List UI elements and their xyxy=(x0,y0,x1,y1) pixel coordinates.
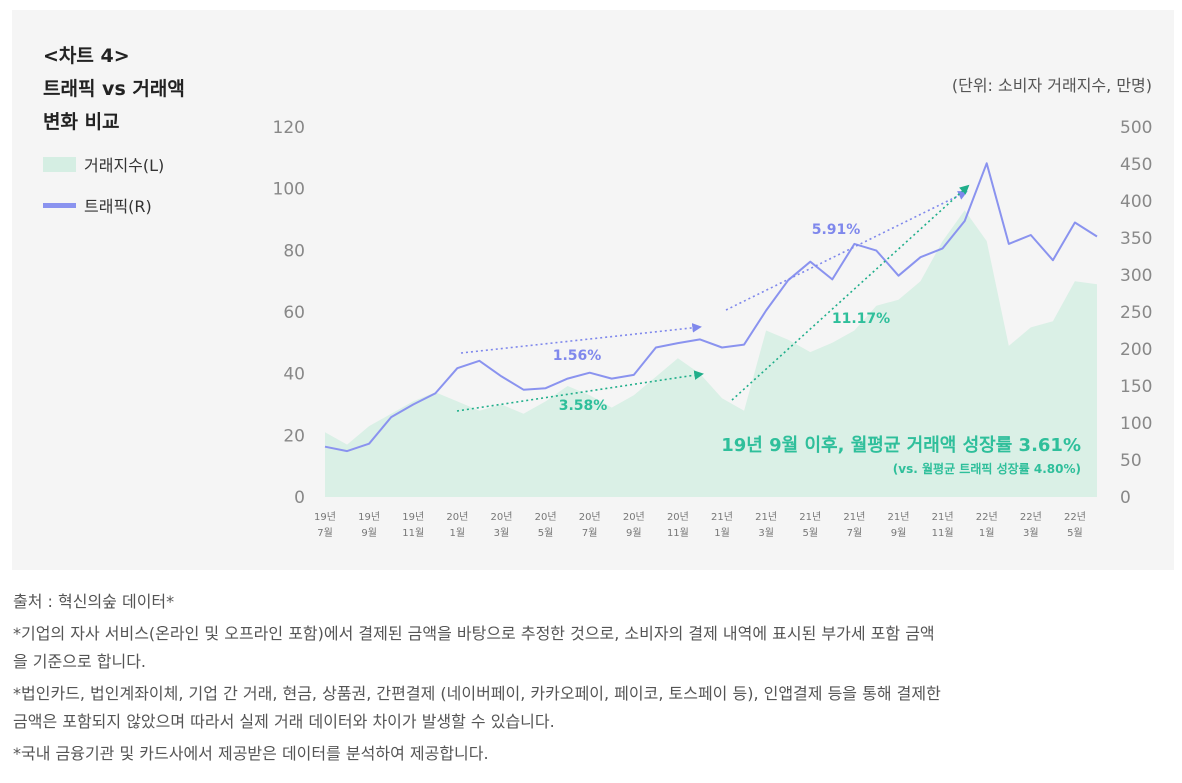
left-axis: 0 20 40 60 80 100 120 xyxy=(273,118,305,508)
x-tick-label-year: 19년 xyxy=(358,511,380,523)
right-tick-label: 100 xyxy=(1120,414,1152,434)
x-tick-label-year: 19년 xyxy=(314,511,336,523)
x-axis: 19년 7월 19년 9월 19년 11월 20년 1월 20년 3월 20년 5월 20년 7월 20년 9… xyxy=(314,511,1086,539)
x-tick-label-month: 11월 xyxy=(667,527,689,539)
left-tick-label: 100 xyxy=(273,180,305,200)
callout-main: 19년 9월 이후, 월평균 거래액 성장률 3.61% xyxy=(721,435,1081,456)
source-note: 출처 : 혁신의숲 데이터* xyxy=(13,592,175,611)
x-tick-label-year: 22년 xyxy=(1064,511,1086,523)
right-tick-label: 200 xyxy=(1120,340,1152,360)
legend-label-transaction-index: 거래지수(L) xyxy=(84,156,165,175)
x-tick-label-month: 11월 xyxy=(932,527,954,539)
right-tick-label: 50 xyxy=(1120,451,1142,471)
right-tick-label: 250 xyxy=(1120,303,1152,323)
right-tick-label: 0 xyxy=(1120,488,1131,508)
trend-arrow-transaction-early xyxy=(456,370,704,412)
chart-title-line-3: 변화 비교 xyxy=(43,111,120,133)
left-tick-label: 20 xyxy=(283,426,305,446)
footnote-2-cont: 금액은 포함되지 않았으며 따라서 실제 거래 데이터와 차이가 발생할 수 있… xyxy=(13,712,555,731)
x-tick-label-month: 1월 xyxy=(450,527,466,539)
right-tick-label: 150 xyxy=(1120,377,1152,397)
x-tick-label-year: 21년 xyxy=(799,511,821,523)
x-tick-label-year: 20년 xyxy=(490,511,512,523)
x-tick-label-year: 21년 xyxy=(888,511,910,523)
legend-swatch-area xyxy=(43,156,76,172)
left-tick-label: 80 xyxy=(283,241,305,261)
x-tick-label-month: 3월 xyxy=(1023,527,1039,539)
right-tick-label: 400 xyxy=(1120,192,1152,212)
transaction-index-area xyxy=(325,210,1097,498)
x-tick-label-year: 21년 xyxy=(843,511,865,523)
left-tick-label: 60 xyxy=(283,303,305,323)
left-tick-label: 0 xyxy=(294,488,305,508)
x-tick-label-month: 5월 xyxy=(538,527,554,539)
unit-label: (단위: 소비자 거래지수, 만명) xyxy=(951,76,1152,95)
x-tick-label-month: 5월 xyxy=(802,527,818,539)
right-tick-label: 350 xyxy=(1120,229,1152,249)
x-tick-label-month: 5월 xyxy=(1067,527,1083,539)
annotation-traffic-early: 1.56% xyxy=(553,348,602,364)
x-tick-label-month: 1월 xyxy=(714,527,730,539)
x-tick-label-year: 20년 xyxy=(446,511,468,523)
chart-title: <차트 4> 트래픽 vs 거래액 변화 비교 xyxy=(43,40,185,139)
footnote-2: *법인카드, 법인계좌이체, 기업 간 거래, 현금, 상품권, 간편결제 (네… xyxy=(13,684,941,703)
x-tick-label-year: 22년 xyxy=(976,511,998,523)
chart-title-line-1: <차트 4> xyxy=(43,45,130,67)
right-tick-label: 500 xyxy=(1120,118,1152,138)
x-tick-label-year: 20년 xyxy=(579,511,601,523)
x-tick-label-month: 11월 xyxy=(402,527,424,539)
x-tick-label-month: 7월 xyxy=(582,527,598,539)
x-tick-label-month: 9월 xyxy=(891,527,907,539)
x-tick-label-year: 20년 xyxy=(667,511,689,523)
right-tick-label: 450 xyxy=(1120,155,1152,175)
legend-item-transaction-index: 거래지수(L) xyxy=(43,152,164,176)
x-tick-label-year: 20년 xyxy=(623,511,645,523)
legend: 거래지수(L) 트래픽(R) xyxy=(43,152,164,234)
x-tick-label-year: 22년 xyxy=(1020,511,1042,523)
footnote-1-cont: 을 기준으로 합니다. xyxy=(13,652,147,671)
footnotes: 출처 : 혁신의숲 데이터* *기업의 자사 서비스(온라인 및 오프라인 포함… xyxy=(13,588,1173,768)
x-tick-label-month: 9월 xyxy=(626,527,642,539)
legend-label-traffic: 트래픽(R) xyxy=(84,197,152,216)
callout-sub: (vs. 월평균 트래픽 성장률 4.80%) xyxy=(893,461,1081,476)
chart-title-line-2: 트래픽 vs 거래액 xyxy=(43,78,185,100)
footnote-3: *국내 금융기관 및 카드사에서 제공받은 데이터를 분석하여 제공합니다. xyxy=(13,744,489,763)
x-tick-label-year: 21년 xyxy=(932,511,954,523)
legend-item-traffic: 트래픽(R) xyxy=(43,193,164,217)
x-tick-label-year: 19년 xyxy=(402,511,424,523)
annotation-traffic-late: 5.91% xyxy=(812,222,861,238)
x-tick-label-year: 21년 xyxy=(755,511,777,523)
x-tick-label-month: 3월 xyxy=(758,527,774,539)
annotation-transaction-early: 3.58% xyxy=(559,398,608,414)
x-tick-label-month: 1월 xyxy=(979,527,995,539)
left-tick-label: 120 xyxy=(273,118,305,138)
annotation-transaction-late: 11.17% xyxy=(832,311,890,327)
traffic-line xyxy=(324,162,1098,453)
x-tick-label-year: 20년 xyxy=(535,511,557,523)
trend-arrow-traffic-early xyxy=(460,323,702,354)
trend-arrow-transaction-late xyxy=(731,184,970,401)
left-tick-label: 40 xyxy=(283,365,305,385)
x-tick-label-month: 7월 xyxy=(847,527,863,539)
right-tick-label: 300 xyxy=(1120,266,1152,286)
x-tick-label-month: 3월 xyxy=(494,527,510,539)
right-axis: 0 50 100 150 200 250 300 350 400 450 500 xyxy=(1120,118,1152,508)
combo-chart: 0 20 40 60 80 100 120 0 50 100 150 200 250 300 350 400… xyxy=(273,118,1153,539)
legend-swatch-line xyxy=(43,202,76,208)
footnote-1: *기업의 자사 서비스(온라인 및 오프라인 포함)에서 결제된 금액을 바탕으… xyxy=(13,624,935,643)
x-tick-label-month: 9월 xyxy=(361,527,377,539)
x-tick-label-month: 7월 xyxy=(317,527,333,539)
x-tick-label-year: 21년 xyxy=(711,511,733,523)
